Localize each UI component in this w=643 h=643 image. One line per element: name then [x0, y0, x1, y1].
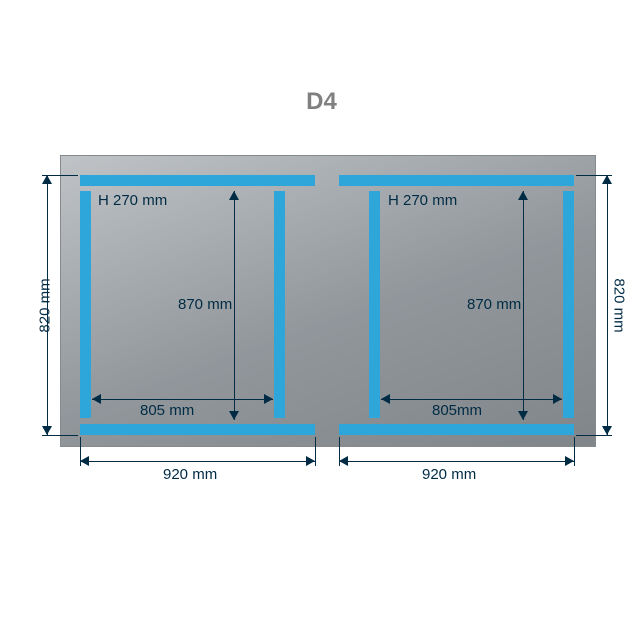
ext-line-tick-920L-l	[80, 437, 81, 466]
dim-label-820-right: 820 mm	[611, 278, 628, 332]
dim-label-820-left: 820 mm	[37, 278, 54, 332]
ext-line-tick-920R-l	[339, 437, 340, 466]
gasket-strip-left-top	[80, 175, 315, 186]
gasket-strip-left-vert-L	[80, 191, 91, 418]
gasket-strip-right-vert-R	[563, 191, 574, 418]
dimension-bottom-right-920	[339, 456, 574, 466]
ext-line-tick-920R-r	[574, 437, 575, 466]
ext-line-tick-920L-r	[315, 437, 316, 466]
gasket-strip-left-bottom	[80, 424, 315, 435]
gasket-strip-right-bottom	[339, 424, 574, 435]
ext-line-tick-820R-bot	[576, 435, 612, 436]
ext-line-tick-820L-bot	[42, 435, 78, 436]
dim-label-870-left: 870 mm	[178, 296, 232, 313]
ext-line-tick-820R-top	[576, 175, 612, 176]
dim-label-805-left: 805 mm	[140, 402, 194, 419]
gasket-strip-left-vert-R	[274, 191, 285, 418]
ext-line-tick-820L-top	[42, 175, 78, 176]
diagram-title: D4	[0, 88, 643, 116]
gasket-strip-right-top	[339, 175, 574, 186]
dim-label-920-left: 920 mm	[163, 466, 217, 483]
dim-label-h270-right: H 270 mm	[388, 192, 457, 209]
dimension-bottom-left-920	[80, 456, 315, 466]
dim-label-870-right: 870 mm	[467, 296, 521, 313]
gasket-strip-right-vert-L	[369, 191, 380, 418]
dim-label-920-right: 920 mm	[422, 466, 476, 483]
dim-label-805-right: 805mm	[432, 402, 482, 419]
dim-label-h270-left: H 270 mm	[98, 192, 167, 209]
